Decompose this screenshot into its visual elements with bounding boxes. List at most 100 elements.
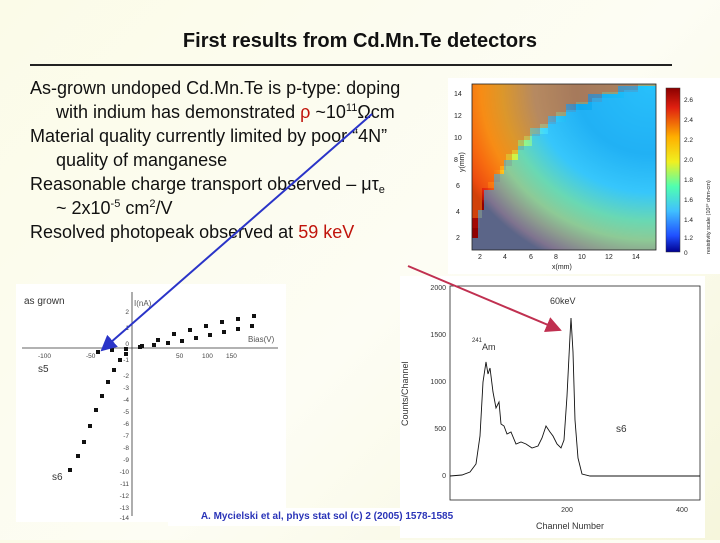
iv-point	[140, 344, 144, 348]
heatmap-red-edge	[472, 84, 638, 250]
iv-xtick: 50	[176, 353, 184, 360]
spec-xtick: 200	[561, 507, 573, 514]
iv-ytick: -6	[123, 421, 129, 428]
ohm-cm-unit: Ωcm	[357, 102, 395, 122]
iv-xtick: 100	[202, 353, 213, 360]
iv-point	[152, 343, 156, 347]
spectrum-plot: 2000 1500 1000 500 0 Counts/Channel 200 …	[400, 276, 705, 538]
spectrum-svg: 2000 1500 1000 500 0 Counts/Channel 200 …	[400, 276, 705, 538]
heatmap-cool-region	[472, 90, 656, 250]
iv-ytick: -2	[123, 373, 129, 380]
iv-label-s5: s5	[38, 364, 49, 375]
iv-point	[110, 348, 114, 352]
resistivity-map: 14 12 10 8 6 4 2 y(mm) 2 4 6 8 10 12 14 …	[448, 78, 720, 274]
bullet-3-line-2: ~ 2x10-5 cm2/V	[30, 196, 450, 220]
spectrum-source-label: Am	[482, 342, 496, 352]
iv-point	[194, 336, 198, 340]
iv-point	[112, 368, 116, 372]
heat-ytick: 2	[456, 235, 460, 242]
heatmap-y-ticks: 14 12 10 8 6 4 2	[454, 91, 462, 242]
bullet-3-text: Reasonable charge transport observed –	[30, 174, 362, 194]
spectrum-trace	[449, 317, 700, 477]
spectrum-ylabel: Counts/Channel	[400, 361, 410, 426]
iv-label-s6: s6	[52, 472, 63, 483]
bullet-list: As-grown undoped Cd.Mn.Te is p-type: dop…	[30, 76, 450, 244]
colorbar-label: resistivity scale (10¹⁰ ohm-cm)	[705, 180, 712, 254]
exponent-11: 11	[345, 102, 358, 114]
slide-title: First results from Cd.Mn.Te detectors	[182, 30, 538, 52]
iv-label-as-grown: as grown	[24, 296, 65, 307]
cbar-tick: 2.2	[684, 137, 693, 144]
bullet-2-line-1: Material quality currently limited by po…	[30, 126, 388, 146]
heat-ytick: 8	[454, 157, 458, 164]
spec-ytick: 0	[442, 473, 446, 480]
spectrum-peak-label: 60keV	[550, 296, 576, 306]
iv-point	[82, 440, 86, 444]
spec-ytick: 2000	[430, 285, 446, 292]
iv-point	[188, 328, 192, 332]
bullet-2-line-2: quality of manganese	[56, 150, 228, 170]
heat-ylabel: y(mm)	[459, 152, 466, 172]
iv-point	[124, 347, 128, 351]
cm-unit: cm	[120, 198, 150, 218]
iv-xtick: 150	[226, 353, 237, 360]
spectrum-frame	[449, 285, 701, 501]
heat-xtick: 14	[632, 254, 640, 261]
iv-ytick: -7	[123, 433, 129, 440]
spectrum-xlabel: Channel Number	[536, 521, 604, 531]
iv-ytick: -4	[123, 397, 129, 404]
iv-xtick: -100	[38, 353, 51, 360]
iv-point	[94, 408, 98, 412]
mu-tau-subscript: e	[378, 184, 385, 196]
iv-curve-svg: as grown I(nA) Bias(V) 2 1 0 -1 -2 -3 -4…	[16, 284, 286, 522]
cbar-tick: 1.2	[684, 235, 693, 242]
spectrum-sample-label: s6	[616, 424, 627, 435]
bullet-1-text: with indium has demonstrated	[56, 102, 301, 122]
iv-point	[250, 324, 254, 328]
iv-point	[180, 339, 184, 343]
spec-xtick: 400	[676, 507, 688, 514]
heat-ytick: 12	[454, 113, 462, 120]
iv-xlabel: Bias(V)	[248, 335, 275, 344]
heat-ytick: 10	[454, 135, 462, 142]
iv-ytick: -1	[123, 357, 129, 364]
heat-xlabel: x(mm)	[552, 264, 572, 271]
spec-ytick: 1000	[430, 379, 446, 386]
bullet-4-line-1: Resolved photopeak observed at 59 keV	[30, 220, 450, 244]
heat-ytick: 14	[454, 91, 462, 98]
iv-point	[106, 380, 110, 384]
per-volt-unit: /V	[155, 198, 173, 218]
bullet-1-line-2: with indium has demonstrated ρ ~1011Ωcm	[30, 100, 450, 124]
heat-xtick: 10	[578, 254, 586, 261]
iv-point	[204, 324, 208, 328]
iv-point	[236, 317, 240, 321]
citation: A. Mycielski et al, phys stat sol (c) 2 …	[168, 508, 486, 526]
heat-xtick: 4	[503, 254, 507, 261]
approx-value: ~10	[310, 102, 346, 122]
cbar-tick: 2.4	[684, 117, 693, 124]
iv-ytick: -3	[123, 385, 129, 392]
heatmap-x-ticks: 2 4 6 8 10 12 14	[478, 254, 640, 261]
iv-curve-plot: as grown I(nA) Bias(V) 2 1 0 -1 -2 -3 -4…	[16, 284, 286, 522]
bullet-3-line-1: Reasonable charge transport observed – μ…	[30, 172, 450, 196]
iv-point	[100, 394, 104, 398]
photopeak-energy: 59 keV	[298, 222, 355, 242]
heatmap-hot-edge	[472, 84, 656, 250]
iv-point	[118, 358, 122, 362]
iv-ytick: -14	[120, 515, 130, 522]
spectrum-source-sup: 241	[472, 338, 483, 344]
colorbar-ticks: 2.6 2.4 2.2 2.0 1.8 1.6 1.4 1.2 0	[684, 97, 693, 257]
mu-tau-symbol: μτ	[361, 174, 379, 194]
cbar-tick: 0	[684, 250, 688, 257]
iv-point	[68, 468, 72, 472]
iv-point	[222, 330, 226, 334]
heat-xtick: 6	[529, 254, 533, 261]
spectrum-background	[400, 276, 705, 538]
iv-point	[124, 352, 128, 356]
iv-point	[88, 424, 92, 428]
resistivity-map-svg: 14 12 10 8 6 4 2 y(mm) 2 4 6 8 10 12 14 …	[448, 78, 720, 274]
iv-point	[156, 338, 160, 342]
cbar-tick: 2.6	[684, 97, 693, 104]
rho-symbol: ρ	[300, 102, 311, 122]
cbar-tick: 1.8	[684, 177, 693, 184]
